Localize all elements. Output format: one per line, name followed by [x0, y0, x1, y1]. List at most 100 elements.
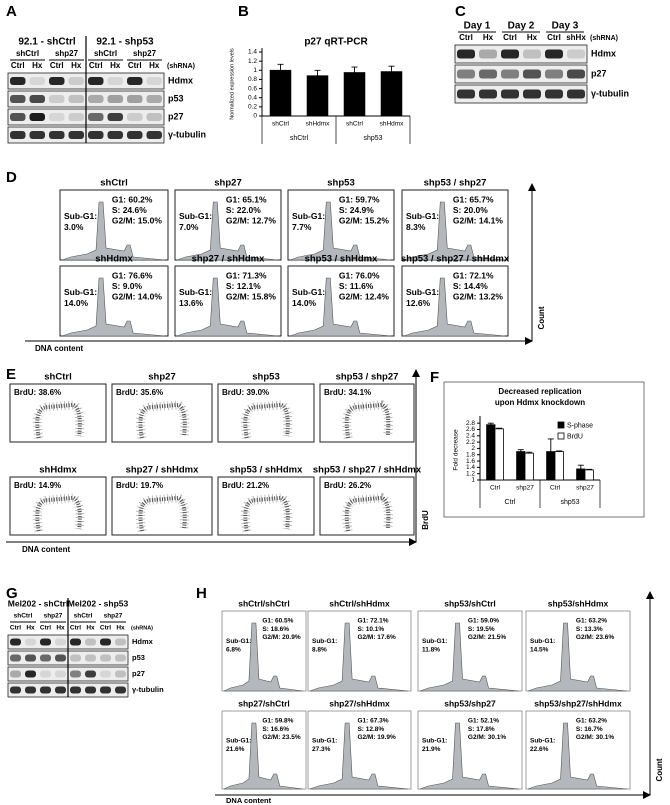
- y-tick-label: 1.4: [248, 49, 257, 56]
- lane-label: Ctrl: [128, 61, 142, 70]
- sub-g1-value: 27.3%: [312, 746, 331, 753]
- g1-value: G1: 65.1%: [226, 194, 267, 204]
- blot-band: [40, 654, 51, 662]
- histogram: [289, 201, 392, 261]
- blot-group-label: Mel202 - shCtrl: [8, 598, 68, 608]
- bar: [269, 69, 292, 117]
- x-tick-label: shCtrl: [346, 121, 364, 128]
- blot-band: [457, 49, 475, 59]
- plot-title: shp27/shCtrl: [238, 698, 290, 708]
- sub-g1-label: Sub-G1:: [64, 211, 97, 221]
- blot-band: [49, 77, 65, 85]
- blot-row-label: p53: [132, 653, 145, 662]
- blot-band: [10, 654, 21, 662]
- blot-subgroup-label: shCtrl: [14, 613, 33, 620]
- s-value: S: 13.3%: [576, 626, 603, 633]
- blot-band: [107, 77, 123, 85]
- y-tick-label: 0.6: [248, 85, 257, 92]
- blot-band: [457, 69, 475, 79]
- g2m-value: G2/M: 17.6%: [357, 634, 396, 641]
- blot-group-label: Day 2: [508, 21, 535, 32]
- error-bar: [277, 63, 284, 71]
- bar: [516, 451, 526, 481]
- blot-row-label: Hdmx: [591, 48, 616, 58]
- plot-frame: [319, 383, 415, 443]
- histogram: [176, 201, 279, 261]
- sub-g1-label: Sub-G1:: [406, 211, 439, 221]
- g2m-value: G2/M: 13.2%: [453, 292, 504, 302]
- plot-frame: [217, 383, 315, 443]
- blot-band: [55, 686, 66, 694]
- blot-band: [10, 77, 26, 85]
- sub-g1-label: Sub-G1:: [179, 287, 212, 297]
- blot-band: [545, 89, 563, 99]
- y-tick-label: 1.6: [466, 458, 475, 465]
- lane-label: Hx: [56, 625, 65, 632]
- plot-title: shp27 / shHdmx: [192, 254, 266, 265]
- lane-label: Hx: [483, 33, 494, 42]
- y-tick-label: 2.6: [466, 426, 475, 433]
- g1-value: G1: 72.1%: [357, 618, 388, 625]
- blot-band: [49, 95, 65, 103]
- g1-value: G1: 72.1%: [453, 270, 494, 280]
- x-tick-label: Ctrl: [490, 485, 501, 492]
- blot-band: [567, 49, 585, 59]
- blot-band: [457, 89, 475, 99]
- blot-group-label: Mel202 - shp53: [68, 598, 129, 608]
- legend-label: S-phase: [567, 422, 593, 429]
- panel-letter: F: [430, 369, 439, 386]
- blot-band: [85, 686, 96, 694]
- lane-label: shHx: [566, 33, 586, 42]
- panel-letter: C: [455, 3, 466, 20]
- blot-band: [567, 89, 585, 99]
- plot-title: shp53 / shp27: [424, 178, 487, 189]
- sub-g1-label: Sub-G1:: [179, 211, 212, 221]
- blot-band: [127, 113, 143, 121]
- sub-g1-value: 14.5%: [530, 647, 549, 654]
- group-label: Ctrl: [505, 499, 516, 506]
- lane-label: Ctrl: [547, 33, 561, 42]
- bar: [584, 469, 594, 481]
- blot-band: [88, 113, 104, 121]
- g1-value: G1: 59.0%: [468, 618, 499, 625]
- plot-frame: [59, 265, 169, 337]
- brdu-value: BrdU: 35.6%: [116, 388, 163, 397]
- error-bar: [547, 438, 554, 452]
- blot-row-label: p53: [168, 93, 184, 103]
- blot-band: [100, 686, 111, 694]
- plot-frame: [9, 476, 107, 536]
- group-label: shCtrl: [290, 135, 309, 142]
- g2m-value: G2/M: 15.2%: [339, 216, 390, 226]
- blot-subgroup-label: shp27: [104, 613, 123, 620]
- plot-frame: [217, 476, 315, 536]
- g1-value: G1: 60.5%: [262, 618, 293, 625]
- blot-band: [146, 113, 162, 121]
- blot-group-label: 92.1 - shp53: [96, 37, 154, 48]
- g2m-value: G2/M: 23.5%: [262, 734, 301, 741]
- sub-g1-value: 6.8%: [226, 647, 241, 654]
- plot-frame: [111, 383, 213, 443]
- blot-band: [115, 670, 126, 678]
- s-value: S: 14.4%: [453, 281, 488, 291]
- blot-band: [40, 638, 51, 646]
- blot-band: [523, 89, 541, 99]
- y-axis-label: Count: [655, 758, 664, 781]
- g2m-value: G2/M: 14.0%: [112, 292, 163, 302]
- g2m-value: G2/M: 21.5%: [468, 634, 507, 641]
- g2m-value: G2/M: 12.4%: [339, 292, 390, 302]
- error-bar: [314, 69, 321, 76]
- blot-band: [68, 131, 84, 139]
- blot-band: [70, 638, 81, 646]
- x-axis-label: DNA content: [226, 796, 272, 805]
- plot-title: shp53: [252, 372, 279, 383]
- blot-row-label: Hdmx: [132, 637, 154, 646]
- plot-title: shp53/shCtrl: [444, 598, 496, 608]
- x-tick-label: shHdmx: [306, 121, 331, 128]
- blot-band: [115, 686, 126, 694]
- s-value: S: 18.6%: [262, 626, 289, 633]
- y-tick-label: 0.8: [248, 76, 257, 83]
- blot-band: [479, 89, 497, 99]
- g1-value: G1: 63.2%: [576, 618, 607, 625]
- blot-band: [115, 638, 126, 646]
- s-value: S: 16.6%: [262, 726, 289, 733]
